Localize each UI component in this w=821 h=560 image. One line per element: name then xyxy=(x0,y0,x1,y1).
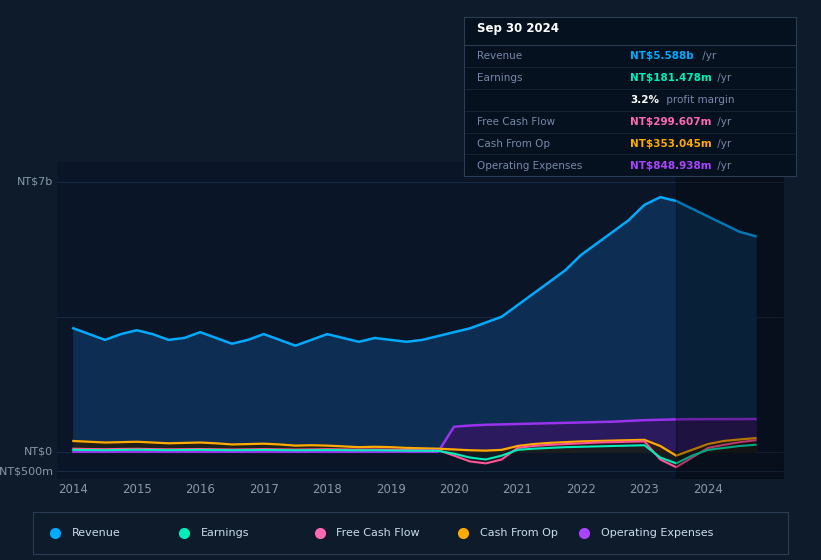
Text: NT$7b: NT$7b xyxy=(17,177,53,186)
Text: -NT$500m: -NT$500m xyxy=(0,466,53,476)
Text: Operating Expenses: Operating Expenses xyxy=(477,161,582,171)
Text: Earnings: Earnings xyxy=(477,73,523,83)
Text: Cash From Op: Cash From Op xyxy=(480,529,557,538)
Text: Free Cash Flow: Free Cash Flow xyxy=(337,529,420,538)
Text: /yr: /yr xyxy=(714,117,732,127)
Text: /yr: /yr xyxy=(699,51,716,61)
Text: NT$181.478m: NT$181.478m xyxy=(631,73,712,83)
Text: Earnings: Earnings xyxy=(200,529,249,538)
Text: NT$848.938m: NT$848.938m xyxy=(631,161,712,171)
Text: /yr: /yr xyxy=(714,161,732,171)
Text: Revenue: Revenue xyxy=(72,529,121,538)
Text: NT$353.045m: NT$353.045m xyxy=(631,139,712,149)
Text: /yr: /yr xyxy=(714,73,732,83)
Text: Revenue: Revenue xyxy=(477,51,522,61)
Text: 3.2%: 3.2% xyxy=(631,95,659,105)
Bar xyxy=(677,162,784,479)
Text: NT$299.607m: NT$299.607m xyxy=(631,117,712,127)
Text: Operating Expenses: Operating Expenses xyxy=(601,529,713,538)
Text: /yr: /yr xyxy=(714,139,732,149)
Text: Sep 30 2024: Sep 30 2024 xyxy=(477,22,559,35)
Text: Cash From Op: Cash From Op xyxy=(477,139,550,149)
Text: NT$0: NT$0 xyxy=(25,447,53,457)
Text: NT$5.588b: NT$5.588b xyxy=(631,51,694,61)
Text: Free Cash Flow: Free Cash Flow xyxy=(477,117,555,127)
Text: profit margin: profit margin xyxy=(663,95,735,105)
